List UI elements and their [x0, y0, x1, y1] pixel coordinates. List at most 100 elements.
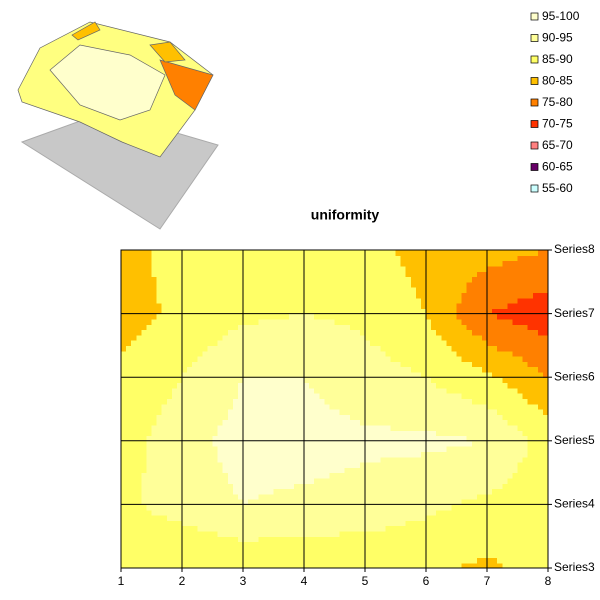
contour-cell	[171, 393, 178, 399]
contour-cell	[375, 382, 381, 389]
contour-cell	[537, 477, 544, 484]
contour-cell	[415, 292, 422, 299]
contour-cell	[131, 536, 137, 543]
contour-cell	[121, 377, 127, 384]
contour-cell	[258, 493, 264, 500]
contour-cell	[542, 382, 549, 389]
contour-cell	[527, 366, 534, 373]
contour-cell	[304, 324, 310, 331]
contour-cell	[171, 435, 178, 442]
contour-cell	[227, 393, 234, 399]
contour-cell	[243, 477, 249, 484]
contour-cell	[354, 536, 361, 543]
contour-cell	[354, 271, 361, 278]
contour-cell	[461, 446, 468, 452]
contour-cell	[278, 435, 285, 442]
contour-cell	[405, 350, 412, 357]
contour-cell	[344, 398, 351, 405]
contour-cell	[298, 562, 305, 569]
contour-cell	[436, 499, 442, 505]
contour-cell	[370, 456, 376, 463]
contour-cell	[461, 271, 468, 278]
contour-cell	[288, 456, 295, 463]
contour-cell	[471, 499, 478, 505]
contour-cell	[319, 541, 325, 548]
contour-cell	[136, 515, 142, 521]
contour-cell	[400, 546, 407, 553]
contour-cell	[136, 387, 142, 394]
contour-cell	[451, 292, 458, 299]
contour-cell	[507, 318, 514, 325]
contour-cell	[146, 393, 153, 399]
contour-cell	[222, 403, 229, 410]
contour-cell	[456, 308, 463, 315]
contour-cell	[222, 334, 229, 341]
contour-cell	[136, 297, 142, 304]
contour-cell	[232, 414, 239, 421]
contour-cell	[405, 562, 412, 569]
contour-cell	[324, 456, 331, 463]
contour-cell	[441, 414, 447, 421]
contour-cell	[390, 504, 397, 511]
contour-cell	[314, 366, 320, 373]
contour-cell	[359, 265, 366, 272]
contour-cell	[156, 541, 163, 548]
contour-cell	[456, 462, 463, 468]
contour-cell	[187, 260, 193, 267]
contour-cell	[319, 530, 325, 537]
contour-cell	[532, 446, 539, 452]
contour-cell	[395, 377, 402, 384]
contour-cell	[222, 424, 229, 431]
contour-cell	[446, 271, 453, 278]
contour-cell	[512, 493, 519, 500]
contour-cell	[263, 366, 270, 373]
contour-cell	[527, 387, 534, 394]
contour-cell	[253, 382, 259, 389]
contour-cell	[121, 350, 127, 357]
contour-cell	[187, 435, 193, 442]
contour-cell	[197, 530, 203, 537]
contour-cell	[451, 303, 458, 309]
contour-cell	[349, 440, 356, 447]
contour-cell	[451, 265, 458, 272]
contour-cell	[182, 424, 188, 431]
contour-cell	[212, 340, 219, 346]
contour-cell	[487, 562, 493, 569]
contour-cell	[476, 456, 483, 463]
contour-cell	[156, 398, 163, 405]
contour-cell	[502, 451, 508, 458]
contour-cell	[319, 303, 325, 309]
contour-cell	[507, 324, 514, 331]
contour-cell	[273, 536, 280, 543]
contour-cell	[253, 318, 259, 325]
contour-cell	[156, 265, 163, 272]
surface-edge	[149, 41, 186, 63]
contour-cell	[161, 340, 168, 346]
contour-cell	[385, 483, 392, 490]
contour-cell	[151, 493, 158, 500]
contour-cell	[436, 557, 442, 564]
contour-cell	[334, 345, 341, 352]
contour-cell	[248, 382, 254, 389]
contour-cell	[542, 499, 549, 505]
contour-cell	[278, 430, 285, 437]
contour-cell	[197, 525, 203, 532]
contour-cell	[217, 472, 224, 479]
contour-cell	[390, 387, 397, 394]
contour-cell	[212, 472, 219, 479]
contour-cell	[481, 488, 488, 495]
contour-cell	[542, 340, 549, 346]
contour-cell	[390, 509, 397, 516]
contour-cell	[156, 435, 163, 442]
contour-cell	[288, 281, 295, 288]
contour-cell	[217, 414, 224, 421]
contour-cell	[263, 515, 270, 521]
contour-cell	[182, 318, 188, 325]
contour-cell	[370, 276, 376, 283]
contour-cell	[176, 361, 183, 368]
contour-cell	[385, 250, 392, 256]
contour-cell	[136, 303, 142, 309]
contour-cell	[527, 467, 534, 474]
contour-cell	[542, 329, 549, 336]
contour-cell	[222, 419, 229, 426]
